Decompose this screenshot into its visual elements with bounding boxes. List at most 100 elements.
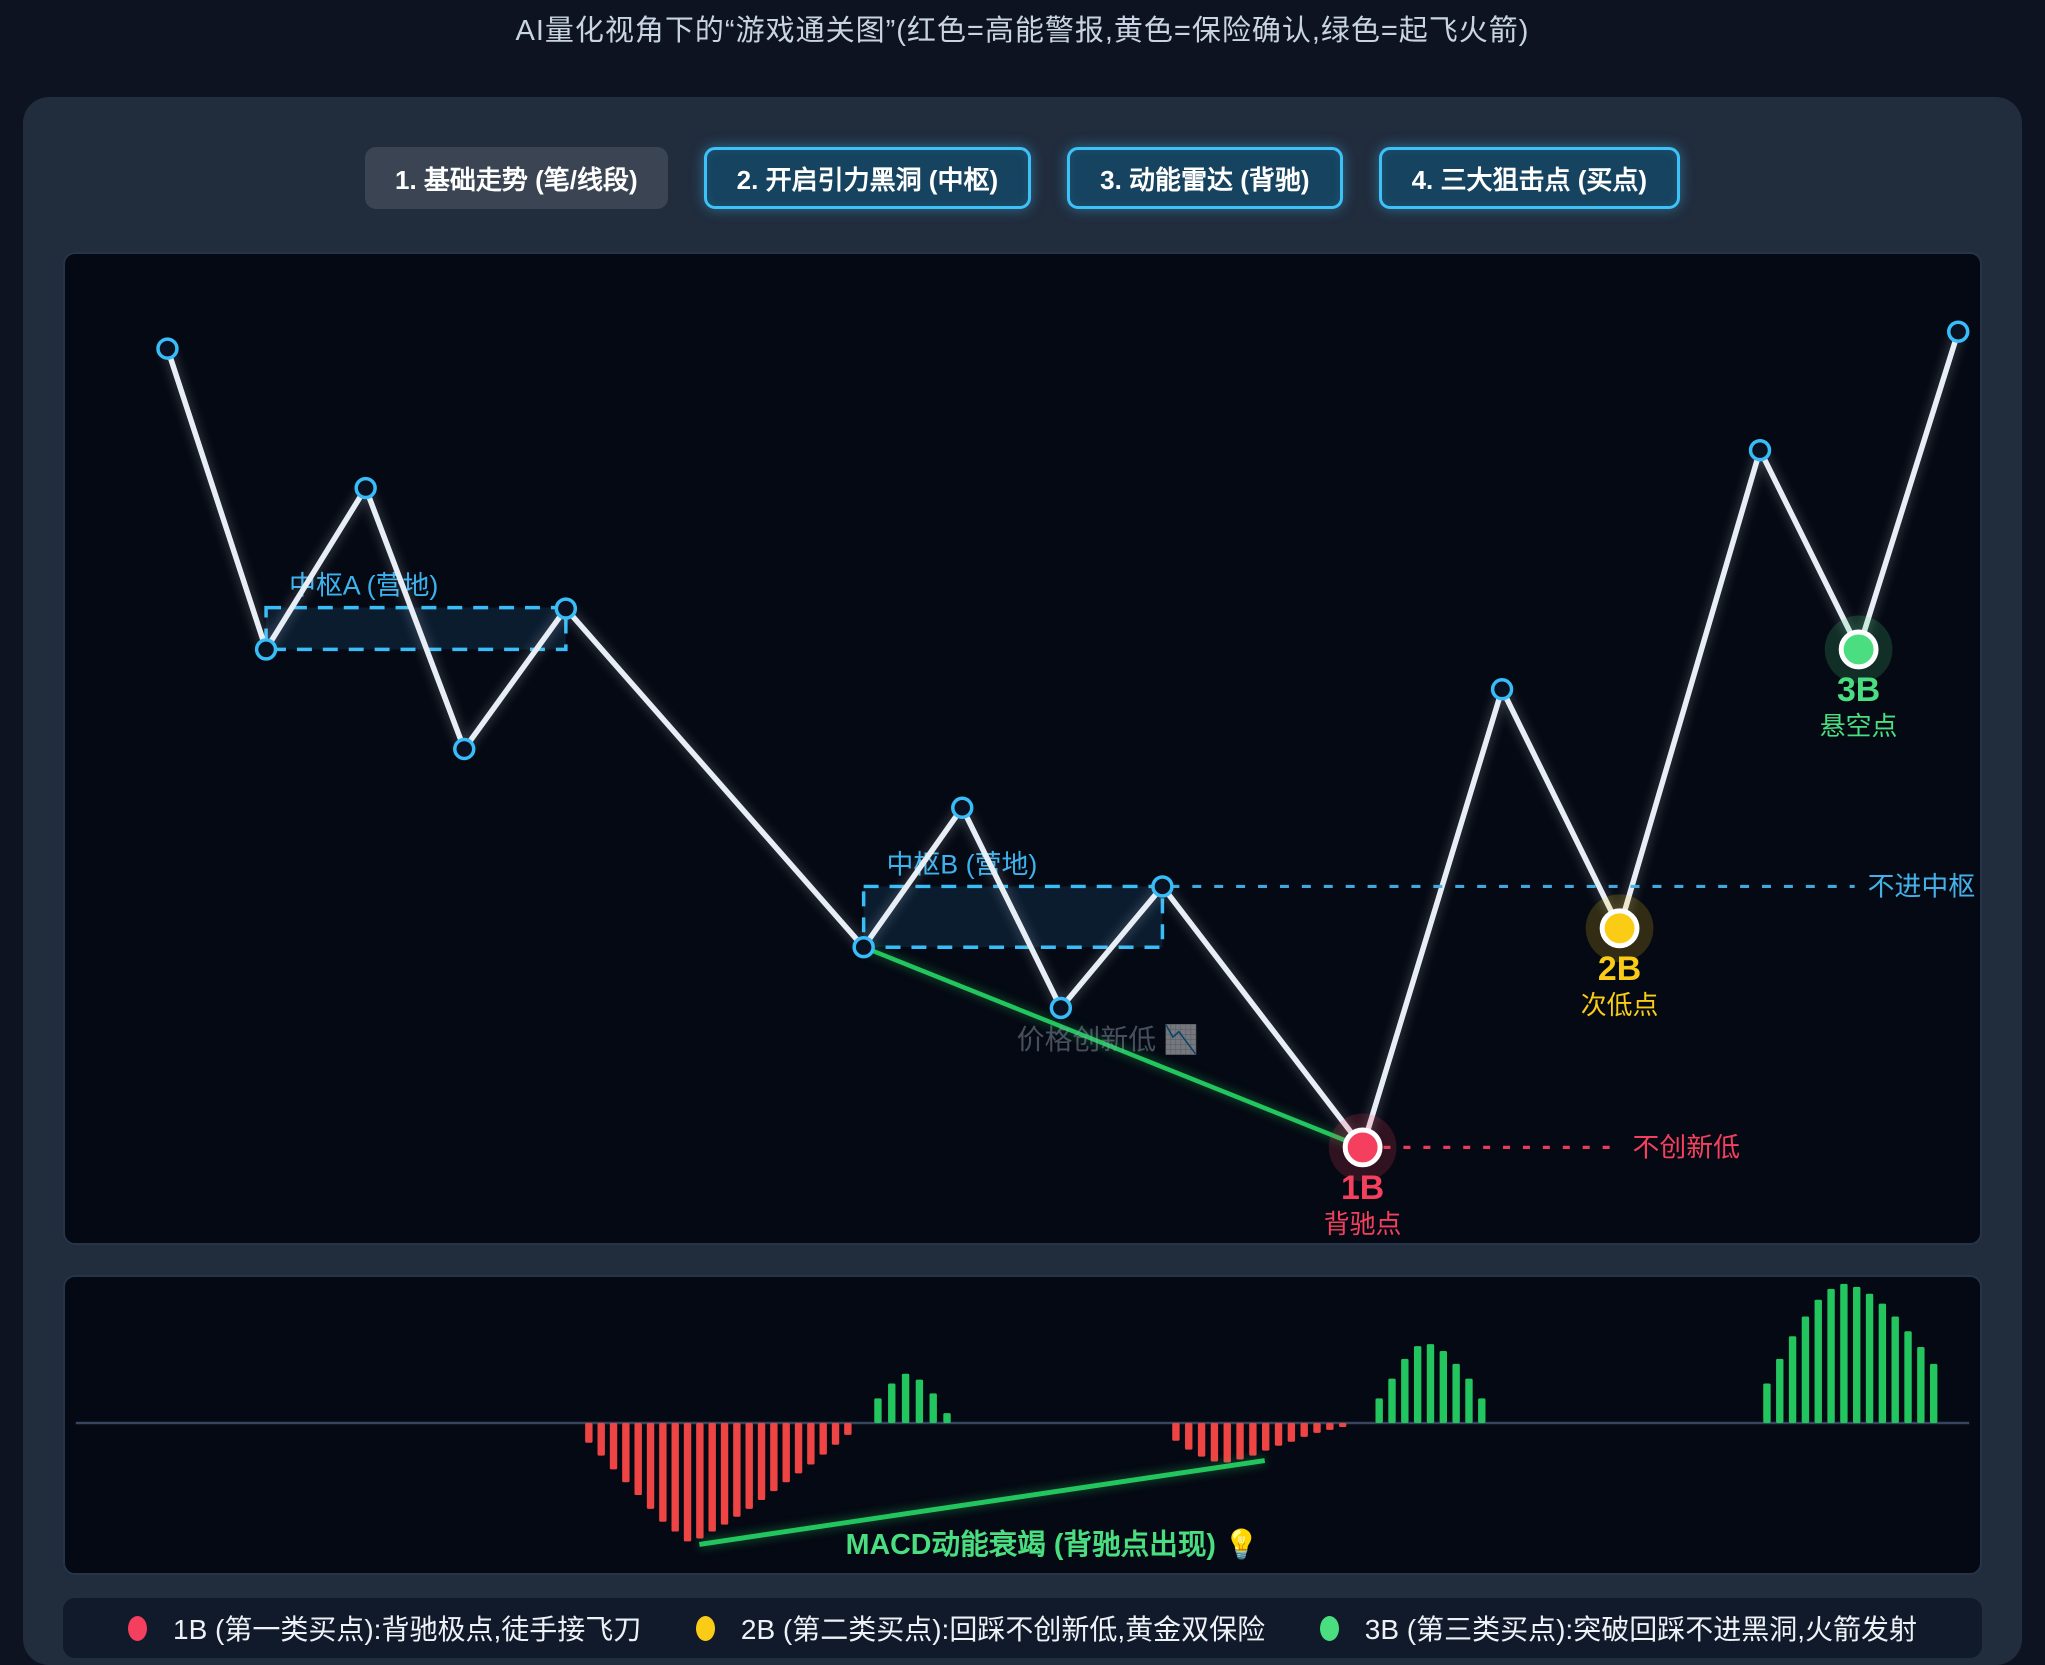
macd-bar — [1465, 1378, 1473, 1424]
macd-bar — [1401, 1358, 1409, 1424]
tab-step-1[interactable]: 1. 基础走势 (笔/线段) — [364, 147, 668, 209]
macd-bar — [888, 1383, 896, 1424]
macd-bar — [1388, 1378, 1396, 1424]
macd-bar — [807, 1423, 815, 1465]
pivot-point — [852, 935, 875, 959]
pivot-point — [1490, 678, 1514, 701]
main-card: 1. 基础走势 (笔/线段) 2. 开启引力黑洞 (中枢) 3. 动能雷达 (背驰)… — [23, 97, 2022, 1665]
macd-bar — [1788, 1336, 1797, 1424]
macd-panel: MACD动能衰竭 (背驰点出现) 💡 — [63, 1275, 1982, 1575]
macd-bar — [1172, 1423, 1180, 1441]
buy-point-2B-label: 2B — [1598, 950, 1641, 988]
macd-bar — [831, 1423, 840, 1445]
macd-bar — [1865, 1293, 1874, 1424]
legend-item-3B: 3B (第三类买点):突破回踩不进黑洞,火箭发射 — [1319, 1608, 1917, 1648]
macd-bar — [1326, 1423, 1334, 1430]
macd-bar — [1478, 1398, 1486, 1424]
macd-bar — [757, 1423, 766, 1500]
price-divergence-trendline — [862, 945, 1364, 1150]
macd-bar — [585, 1423, 593, 1443]
macd-bar — [1917, 1347, 1925, 1424]
macd-bar — [1439, 1351, 1448, 1424]
buy-point-1B-sublabel: 背驰点 — [1324, 1210, 1402, 1239]
macd-bar — [1452, 1363, 1460, 1424]
tab-step-2[interactable]: 2. 开启引力黑洞 (中枢) — [703, 147, 1032, 209]
macd-bar — [609, 1423, 618, 1470]
macd-bar — [745, 1423, 753, 1509]
buy-point-2B-marker: 2B 次低点 — [1581, 894, 1659, 1020]
page-title: AI量化视角下的“游戏通关图”(红色=高能警报,黄色=保险确认,绿色=起飞火箭) — [515, 15, 1530, 47]
macd-bar — [696, 1423, 704, 1539]
macd-bar — [720, 1423, 729, 1525]
macd-bar — [1853, 1286, 1861, 1424]
pivot-point — [1151, 875, 1174, 898]
macd-bar — [733, 1423, 741, 1517]
pivot-point — [554, 597, 578, 620]
pivot-point — [453, 737, 476, 761]
pivot-point — [1947, 320, 1970, 343]
macd-bar — [915, 1379, 924, 1424]
macd-bar — [782, 1423, 790, 1483]
macd-bar — [683, 1423, 692, 1542]
macd-bar — [1426, 1344, 1435, 1424]
buy-point-3B-marker: 3B 悬空点 — [1820, 615, 1898, 741]
pivot-point — [254, 638, 278, 661]
macd-bar — [770, 1423, 778, 1492]
step-tabs: 1. 基础走势 (笔/线段) 2. 开启引力黑洞 (中枢) 3. 动能雷达 (背驰)… — [23, 147, 2022, 209]
macd-bar — [1814, 1299, 1822, 1424]
macd-bar — [659, 1423, 667, 1522]
macd-bar — [646, 1423, 655, 1509]
macd-bar — [1904, 1331, 1912, 1424]
pivot-point — [951, 796, 974, 819]
macd-bar — [901, 1373, 910, 1424]
macd-bar — [1338, 1423, 1347, 1427]
macd-bar — [1840, 1283, 1848, 1424]
macd-bar — [1375, 1398, 1383, 1424]
macd-bar — [1313, 1423, 1321, 1433]
buy-point-2B-sublabel: 次低点 — [1581, 991, 1659, 1020]
price-new-low-note: 价格创新低 📉 — [1017, 1023, 1199, 1056]
macd-bar — [622, 1423, 630, 1483]
tab-step-3[interactable]: 3. 动能雷达 (背驰) — [1067, 147, 1343, 209]
macd-bar — [1776, 1358, 1784, 1424]
macd-bar — [1300, 1423, 1308, 1437]
buy-point-3B-label: 3B — [1837, 671, 1880, 709]
pivot-point — [1049, 996, 1073, 1020]
macd-bar — [1274, 1423, 1283, 1446]
macd-chart-svg: MACD动能衰竭 (背驰点出现) 💡 — [75, 1283, 1970, 1561]
macd-bar — [1210, 1423, 1219, 1462]
legend-dot-3B — [1319, 1615, 1339, 1641]
buy-point-1B-label: 1B — [1341, 1169, 1384, 1207]
macd-bar — [1223, 1423, 1231, 1463]
macd-bar — [874, 1398, 882, 1424]
macd-bar — [1249, 1423, 1257, 1456]
tab-step-4[interactable]: 4. 三大狙击点 (买点) — [1378, 147, 1681, 209]
legend-text-2B: 2B (第二类买点):回踩不创新低,黄金双保险 — [740, 1614, 1266, 1645]
guide-label-no-new-low: 不创新低 — [1633, 1132, 1741, 1162]
buy-point-3B-sublabel: 悬空点 — [1820, 712, 1898, 741]
legend-dot-2B — [695, 1615, 715, 1641]
legend-dot-1B — [128, 1615, 147, 1641]
macd-divergence-label: MACD动能衰竭 (背驰点出现) 💡 — [846, 1528, 1260, 1561]
macd-bar — [1287, 1423, 1296, 1442]
macd-bar — [1878, 1303, 1887, 1424]
buy-point-1B-marker: 1B 背驰点 — [1324, 1113, 1402, 1239]
macd-bar — [819, 1423, 827, 1455]
pivot-point — [1748, 439, 1772, 462]
macd-bar — [1763, 1383, 1771, 1424]
macd-bar — [929, 1393, 937, 1424]
price-chart-svg: 中枢A (营地)中枢B (营地)价格创新低 📉不进中枢不创新低1B背驰点2B次低… — [156, 320, 1976, 1239]
macd-bar — [1197, 1423, 1206, 1457]
macd-bar — [634, 1423, 642, 1496]
macd-bar — [1929, 1363, 1938, 1424]
macd-divergence-trendline — [699, 1458, 1266, 1547]
guide-label-no-reenter-zone: 不进中枢 — [1868, 871, 1976, 901]
legend-item-1B: 1B (第一类买点):背驰极点,徒手接飞刀 — [128, 1608, 641, 1648]
legend-bar: 1B (第一类买点):背驰极点,徒手接飞刀 2B (第二类买点):回踩不创新低,黄… — [63, 1598, 1982, 1658]
macd-bar — [1891, 1316, 1899, 1424]
macd-bar — [943, 1413, 951, 1424]
macd-bar — [1801, 1316, 1810, 1424]
macd-bar — [1236, 1423, 1244, 1460]
macd-bar — [708, 1423, 716, 1532]
price-chart-panel: 中枢A (营地) 中枢B (营地) 价格创新低 📉 不进中枢 不创新低 1B 背驰点 2B 次低… — [63, 252, 1982, 1245]
